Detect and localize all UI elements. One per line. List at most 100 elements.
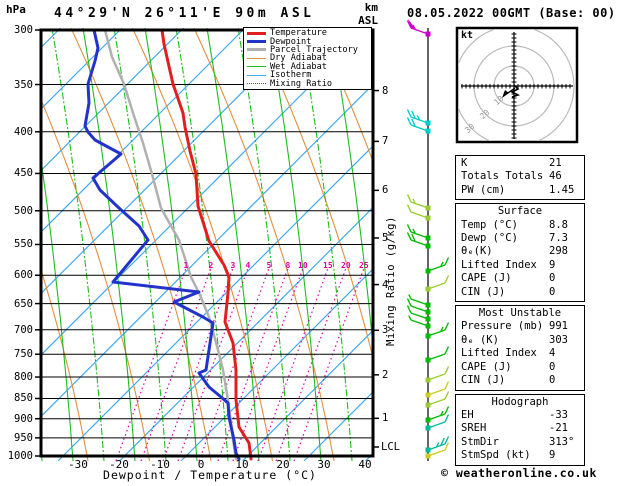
- mixing-ratio-value-label: 25: [359, 261, 369, 270]
- pressure-tick-label: 450: [14, 167, 33, 180]
- panel-row: StmDir 313°: [456, 436, 584, 449]
- pressure-tick-label: 300: [14, 24, 33, 36]
- mixing-ratio-value-label: 15: [323, 261, 333, 270]
- legend-item: Wet Adiabat: [247, 61, 371, 72]
- panel-row-value: 0: [549, 272, 556, 285]
- pressure-tick-label: 900: [14, 412, 33, 425]
- mixing-ratio-value-label: 3: [230, 261, 236, 270]
- legend-item: Parcel Trajectory: [247, 46, 371, 54]
- panel-header: Hodograph: [491, 395, 549, 408]
- mixing-ratio-value-label: 10: [298, 261, 308, 270]
- pressure-tick-label: 750: [14, 348, 33, 361]
- panel-surface: Surface Temp (°C) 8.8 Dewp (°C) 7.3 θₑ(K) 298 L…: [455, 203, 585, 303]
- panel-row-value: 9: [549, 449, 556, 462]
- legend-label: Parcel Trajectory: [270, 44, 358, 55]
- sounding-curves: [83, 28, 253, 461]
- wind-barb: [406, 224, 431, 241]
- pressure-tick-label: 500: [14, 204, 33, 217]
- panel-row: StmSpd (kt) 9: [456, 449, 584, 462]
- wind-barb: [406, 117, 431, 134]
- pressure-axis-unit: hPa: [6, 3, 26, 16]
- panel-row: Temp (°C) 8.8: [456, 219, 584, 232]
- panel-row: CIN (J) 0: [456, 374, 584, 387]
- wind-barb: [425, 366, 450, 383]
- altitude-tick-label: 2: [382, 368, 389, 381]
- panel-row-value: 303: [549, 333, 568, 346]
- wind-barb: [425, 414, 450, 431]
- panel-row: θₑ(K) 298: [456, 245, 584, 258]
- panel-row-label: CIN (J): [461, 285, 506, 298]
- panel-row-label: Dewp (°C): [461, 232, 518, 245]
- panel-row-value: 4: [549, 347, 556, 360]
- panel-row-label: EH: [461, 408, 474, 421]
- wind-barb: [406, 19, 431, 37]
- panel-row-label: Lifted Index: [461, 347, 537, 360]
- panel-row: EH -33: [456, 409, 584, 422]
- panel-row-value: 991: [549, 320, 568, 333]
- panel-row-value: 1.45: [549, 183, 575, 196]
- panel-row-value: 8.8: [549, 218, 568, 231]
- panel-row-value: 298: [549, 245, 568, 258]
- pressure-tick-label: 850: [14, 392, 33, 405]
- panel-row-label: Totals Totals: [461, 170, 544, 183]
- panel-row-value: 0: [549, 360, 556, 373]
- legend-swatch-temperature: [247, 31, 266, 35]
- panel-hodograph: Hodograph EH -33 SREH -21 StmDir 313° StmSpd (k…: [455, 393, 585, 466]
- panel-row-value: -33: [549, 408, 568, 421]
- legend-item: Mixing Ratio: [247, 79, 371, 88]
- panel-row-value: 0: [549, 374, 556, 387]
- wind-barb: [425, 322, 450, 339]
- panel-row-label: θₑ (K): [461, 333, 499, 346]
- temp-tick-label: 20: [276, 458, 290, 471]
- legend-swatch-wet-adiabat: [247, 66, 266, 68]
- panel-row-value: 7.3: [549, 232, 568, 245]
- legend-item: Dewpoint: [247, 36, 371, 47]
- legend: Temperature Dewpoint Parcel Trajectory Dry …: [243, 27, 372, 90]
- panel-row-value: 0: [549, 285, 556, 298]
- panel-row-label: K: [461, 157, 468, 169]
- pressure-tick-label: 950: [14, 431, 33, 444]
- pressure-tick-label: 1000: [7, 450, 33, 462]
- altitude-tick-label: 5: [382, 231, 389, 244]
- mixing-ratio-value-label: 8: [285, 261, 291, 270]
- pressure-tick-label: 800: [14, 371, 33, 384]
- legend-label: Wet Adiabat: [270, 61, 327, 72]
- legend-item: Isotherm: [247, 71, 371, 79]
- legend-label: Dewpoint: [270, 36, 312, 47]
- wind-barb: [425, 346, 450, 363]
- panel-row-label: Temp (°C): [461, 218, 518, 231]
- wind-barb: [406, 232, 431, 249]
- pressure-tick-label: 550: [14, 238, 33, 251]
- altitude-tick-label: 7: [382, 135, 389, 148]
- panel-row: Lifted Index 9: [456, 259, 584, 272]
- mixing-ratio-value-label: 5: [266, 261, 272, 270]
- panel-row-label: θₑ(K): [461, 245, 493, 258]
- panel-row-label: CAPE (J): [461, 272, 512, 285]
- wind-barb: [425, 436, 450, 453]
- altitude-tick-label: 3: [382, 324, 389, 337]
- wind-barb: [425, 257, 450, 274]
- panel-row: Lifted Index 4: [456, 347, 584, 360]
- credit-footer: © weatheronline.co.uk: [441, 466, 597, 480]
- panel-row-label: Lifted Index: [461, 258, 537, 271]
- panel-header: Surface: [497, 205, 543, 218]
- altitude-axis-unit-asl: ASL: [358, 14, 378, 27]
- altitude-tick-label: 8: [382, 84, 389, 97]
- temp-tick-label: 10: [235, 458, 249, 471]
- temp-tick-label: -30: [68, 458, 88, 471]
- wind-barb: [406, 194, 431, 211]
- mixing-ratio-value-label: 2: [208, 261, 214, 270]
- panel-row-value: 21: [549, 157, 562, 169]
- legend-swatch-dry-adiabat: [247, 57, 266, 59]
- hodograph-plot: [455, 26, 579, 144]
- panel-row-label: SREH: [461, 422, 487, 435]
- panel-row-value: 313°: [549, 435, 575, 448]
- panel-row: K 21: [456, 157, 584, 170]
- hodograph-unit-label: kt: [461, 30, 474, 41]
- wind-barb: [406, 109, 431, 126]
- wind-barb: [425, 442, 450, 459]
- pressure-tick-label: 400: [14, 125, 33, 138]
- pressure-tick-label: 650: [14, 297, 33, 310]
